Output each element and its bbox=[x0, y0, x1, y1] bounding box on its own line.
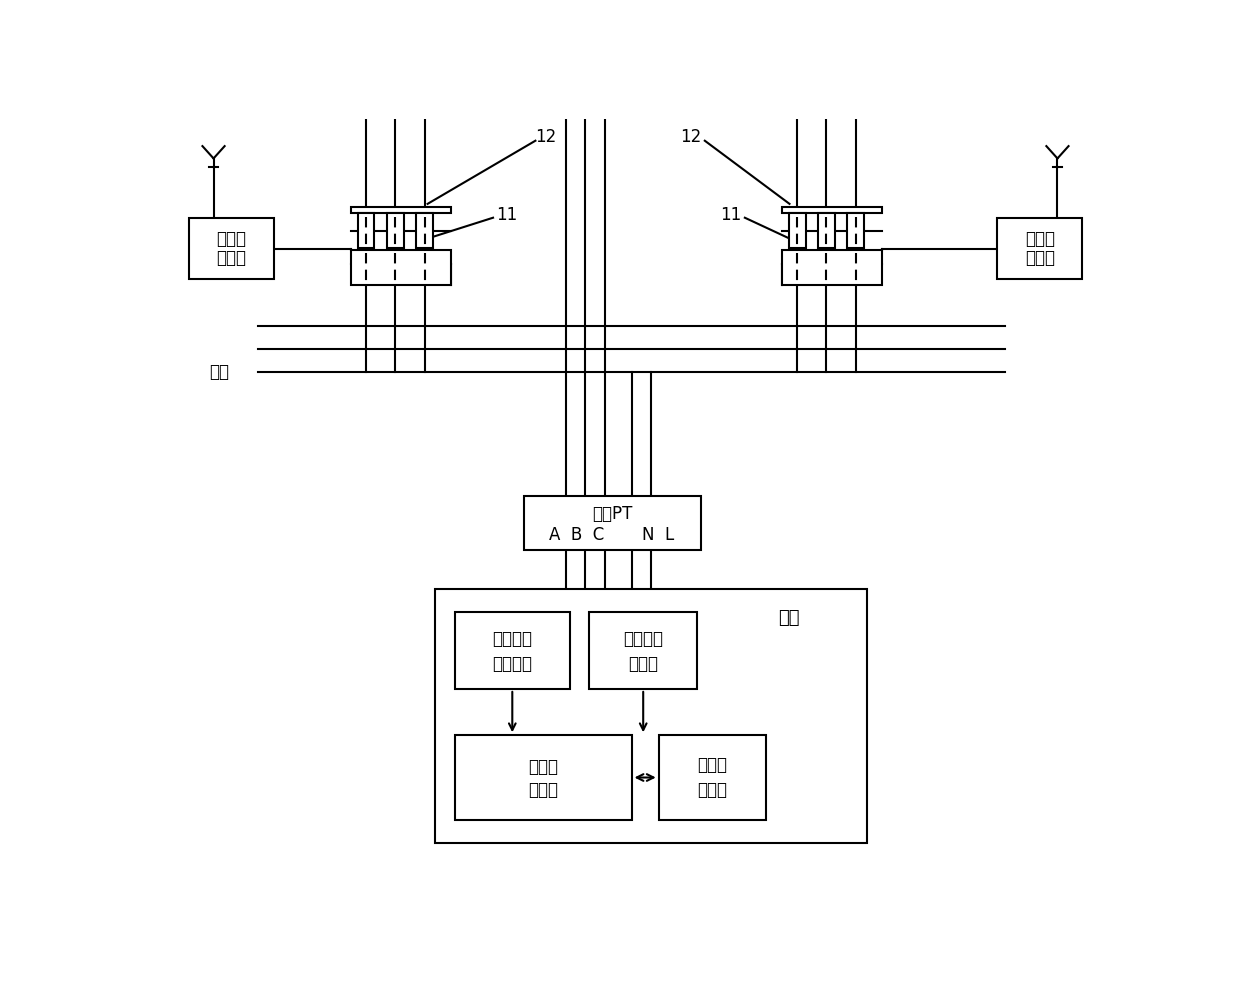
Text: 无线发: 无线发 bbox=[216, 230, 247, 248]
Text: 监测电路: 监测电路 bbox=[492, 655, 532, 673]
Bar bbox=[417, 213, 433, 248]
Text: 母线: 母线 bbox=[208, 362, 229, 380]
Text: A  B  C: A B C bbox=[548, 526, 604, 544]
Text: 母线PT: 母线PT bbox=[593, 504, 632, 522]
Text: 12: 12 bbox=[536, 128, 557, 146]
Bar bbox=[781, 250, 882, 285]
Text: 无线发: 无线发 bbox=[1024, 230, 1055, 248]
Bar bbox=[658, 735, 766, 820]
Text: 小波信号: 小波信号 bbox=[624, 630, 663, 647]
Bar bbox=[435, 589, 867, 843]
Text: 收单元: 收单元 bbox=[697, 781, 728, 799]
Text: 11: 11 bbox=[720, 207, 742, 224]
Bar bbox=[818, 213, 835, 248]
Bar bbox=[455, 612, 570, 689]
Text: 送单元: 送单元 bbox=[1024, 249, 1055, 267]
Bar bbox=[351, 250, 450, 285]
Text: N  L: N L bbox=[642, 526, 675, 544]
Text: 送单元: 送单元 bbox=[216, 249, 247, 267]
Text: 无线接: 无线接 bbox=[697, 756, 728, 774]
Bar bbox=[455, 735, 631, 820]
Bar bbox=[357, 213, 374, 248]
Bar bbox=[387, 213, 404, 248]
Bar bbox=[997, 217, 1083, 279]
Text: 运算控: 运算控 bbox=[528, 759, 558, 777]
Text: 12: 12 bbox=[681, 128, 702, 146]
Bar bbox=[589, 612, 697, 689]
Text: 11: 11 bbox=[496, 207, 517, 224]
Text: 制单元: 制单元 bbox=[528, 781, 558, 799]
Bar bbox=[789, 213, 806, 248]
Text: 主机: 主机 bbox=[779, 609, 800, 628]
Bar bbox=[351, 208, 450, 213]
Bar bbox=[523, 496, 701, 550]
Bar bbox=[847, 213, 864, 248]
Bar bbox=[781, 208, 882, 213]
Text: 发射器: 发射器 bbox=[629, 655, 658, 673]
Text: 接地故障: 接地故障 bbox=[492, 630, 532, 647]
Bar bbox=[188, 217, 274, 279]
